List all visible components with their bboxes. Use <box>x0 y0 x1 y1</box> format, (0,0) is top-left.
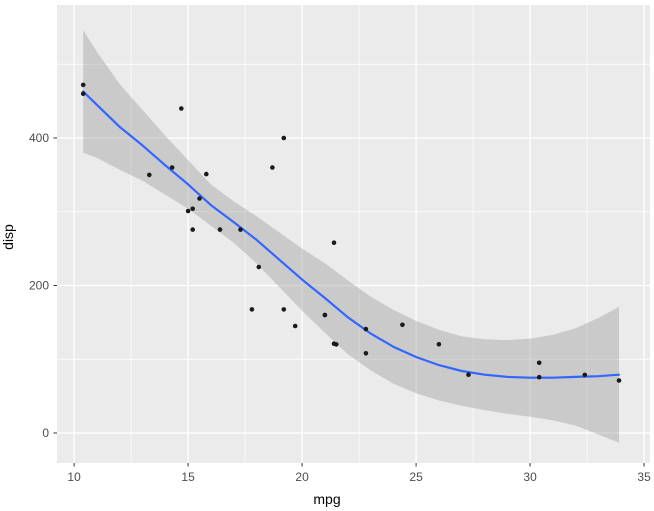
y-axis-title: disp <box>0 224 16 250</box>
data-point <box>256 264 262 270</box>
x-tick-label: 30 <box>523 470 537 484</box>
data-point <box>169 165 175 170</box>
data-point <box>80 91 86 96</box>
y-tick-label: 0 <box>42 426 49 440</box>
y-tick-label: 200 <box>29 278 49 292</box>
data-point <box>436 342 442 347</box>
data-point <box>292 323 298 329</box>
x-tick-label: 10 <box>67 470 81 484</box>
data-point <box>400 322 405 328</box>
data-point <box>466 372 471 378</box>
x-axis-title: mpg <box>313 491 341 507</box>
data-point <box>147 172 152 178</box>
data-point <box>185 208 191 214</box>
data-point <box>190 227 195 232</box>
data-point <box>217 227 223 232</box>
data-point <box>582 372 588 378</box>
data-point <box>281 135 287 141</box>
y-tick-label: 400 <box>29 131 49 145</box>
data-point <box>363 351 369 356</box>
x-tick-label: 20 <box>295 470 309 484</box>
data-point <box>80 82 86 88</box>
data-point <box>281 307 287 312</box>
data-point <box>322 312 328 318</box>
confidence-ribbon <box>83 30 619 443</box>
x-tick-label: 15 <box>181 470 195 484</box>
data-point <box>536 374 542 380</box>
data-point <box>238 227 243 232</box>
x-tick-label: 35 <box>637 470 651 484</box>
x-tick-label: 25 <box>409 470 423 484</box>
data-point <box>536 360 542 366</box>
data-point <box>331 240 337 245</box>
data-point <box>204 171 209 177</box>
data-point <box>249 307 255 312</box>
data-point <box>331 341 337 347</box>
smooth-line <box>82 90 621 379</box>
data-point <box>616 378 622 383</box>
data-point <box>190 206 195 212</box>
data-point <box>363 326 369 332</box>
data-point <box>197 196 202 201</box>
plot-panel <box>57 5 650 463</box>
data-point <box>270 165 275 170</box>
data-point <box>179 106 184 111</box>
